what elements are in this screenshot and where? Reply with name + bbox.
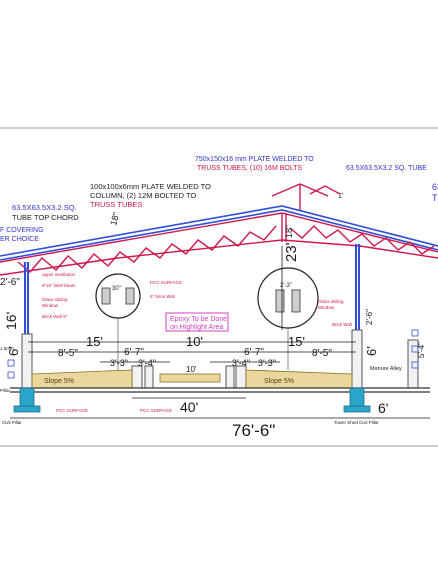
- sheet-border: [0, 127, 438, 447]
- brick-wall-left-label: Brick Wall 9": [42, 314, 68, 319]
- covering-label-a: F COVERING: [0, 227, 44, 234]
- upper-ventilation-label: upper ventilation: [42, 272, 76, 277]
- dim-6-7-left-label: 6'-7": [124, 347, 144, 358]
- roof-sheet: [0, 205, 438, 261]
- column-plate-label-a: 100x100x6mm PLATE WELDED TO: [90, 182, 211, 191]
- civil-pillars: [13, 387, 371, 413]
- dim-6-left-label: 6': [6, 346, 21, 356]
- epoxy-note-a: Epoxy To be Done: [170, 316, 227, 323]
- gable-height-label: 23': [283, 242, 300, 262]
- dim-16-label: 16': [3, 312, 19, 330]
- dim-10-small-label: 10': [186, 365, 197, 374]
- dim-8-5-left-label: 8'-5": [58, 348, 78, 359]
- dim-6-bottom-label: 6': [378, 400, 388, 416]
- dim-15-right-label: 15': [288, 334, 305, 349]
- roof-truss: [0, 183, 438, 276]
- dim-overall-label: 76'-6": [232, 421, 275, 440]
- epoxy-highlight-box: [165, 312, 229, 332]
- column-plate-label-b: COLUMN, (2) 12M BOLTED TO: [90, 191, 196, 200]
- floor-bedding: [31, 369, 353, 389]
- column-plate-label-c: TRUSS TUBES: [90, 200, 142, 209]
- dim-6-7-right-label: 6'-7": [244, 347, 264, 358]
- left-small-label-a: 1.5mm: [0, 346, 14, 351]
- glass-right-label-b: Window: [318, 305, 335, 310]
- lintel-beam-label: 9"x9" lintel beam: [42, 283, 76, 288]
- rise-right-label: 18": [284, 225, 294, 238]
- dim-10-label: 10': [186, 334, 203, 349]
- detail-notes: PCC SURFACE 9" brick Wall upper ventilat…: [0, 272, 402, 425]
- dim-40-label: 40': [180, 399, 198, 415]
- detail-dim-right-label: 2'-3": [280, 283, 292, 289]
- left-tube-label-a: 63.5X63.5X3.2 SQ.: [12, 203, 77, 212]
- right-tube-label: 63.5X63.5X3.2 SQ. TUBE: [346, 165, 427, 172]
- left-tube-label-b: TUBE TOP CHORD: [12, 213, 79, 222]
- manure-alley-label: Manure Alley: [370, 366, 402, 372]
- detail-circles: [95, 267, 319, 329]
- dim-3-4a-label: 3'-4": [138, 358, 156, 368]
- pcc-bottom-center-label: PCC SURFACE: [140, 408, 172, 413]
- glass-left-label-a: Glass sliding: [42, 297, 68, 302]
- annotation-labels: 750x150x16 mm PLATE WELDED TO TRUSS TUBE…: [0, 156, 438, 243]
- detail-contents: [101, 287, 301, 313]
- covering-label-b: ER CHOICE: [0, 236, 39, 243]
- right-tube-cut-label: 63: [432, 182, 438, 192]
- detail-leaders: [117, 318, 289, 370]
- glass-right-label-a: Glass sliding: [318, 299, 344, 304]
- dim-2-6-right-label: 2'-6": [365, 309, 374, 325]
- brick-right-label: Brick Wall: [332, 322, 352, 327]
- right-tube-cut-label-2: T: [432, 193, 438, 203]
- civil-pillar-left-label: Civil Pillar: [2, 420, 22, 425]
- left-small-label-b: Pillar: [0, 388, 11, 393]
- epoxy-note: Epoxy To be Done on Highlight Area: [170, 316, 227, 331]
- slope-left-label: Slope 5%: [44, 378, 74, 385]
- glass-left-label-b: Window: [42, 303, 59, 308]
- pcc-bottom-left-label: PCC SURFACE: [56, 408, 88, 413]
- dimension-labels: 18" 18" 1' 23' 2'-6" 16' 6' 15' 10' 15' …: [0, 193, 426, 440]
- floor-line: [10, 387, 430, 393]
- top-plate-label-b: TRUSS TUBES, (10) 16M BOLTS: [197, 165, 302, 172]
- dim-6-right-label: 6': [364, 346, 379, 356]
- dim-5-4-label: 5'-4": [417, 342, 426, 358]
- epoxy-note-b: on Highlight Area: [170, 324, 223, 331]
- section-markers: [7, 329, 419, 379]
- dim-15-left-label: 15': [86, 334, 103, 349]
- rise-left-label: 18": [108, 211, 121, 226]
- top-plate-label-a: 750x150x16 mm PLATE WELDED TO: [195, 156, 314, 163]
- detail-dim-left-label: 30": [112, 286, 121, 292]
- dim-3-4b-label: 3'-4": [232, 358, 250, 368]
- brick-wall-9-label: 9" brick Wall: [150, 294, 175, 299]
- dim-3-3a-label: 3'-3": [110, 358, 128, 368]
- dim-8-5-right-label: 8'-5": [312, 348, 332, 359]
- slope-right-label: Slope 5%: [264, 378, 294, 385]
- pcc-top-label: PCC SURFACE: [150, 280, 182, 285]
- dimension-lines: [10, 246, 430, 419]
- left-vertical-label: 2'-6": [0, 277, 20, 288]
- dim-3-3b-label: 3'-3": [258, 358, 276, 368]
- civil-pillar-right-label: Tower Shed Civil Pillar: [334, 420, 379, 425]
- eaves-small-label: 1': [338, 193, 343, 200]
- detail-dimension-labels: 30" 2'-3": [112, 283, 292, 292]
